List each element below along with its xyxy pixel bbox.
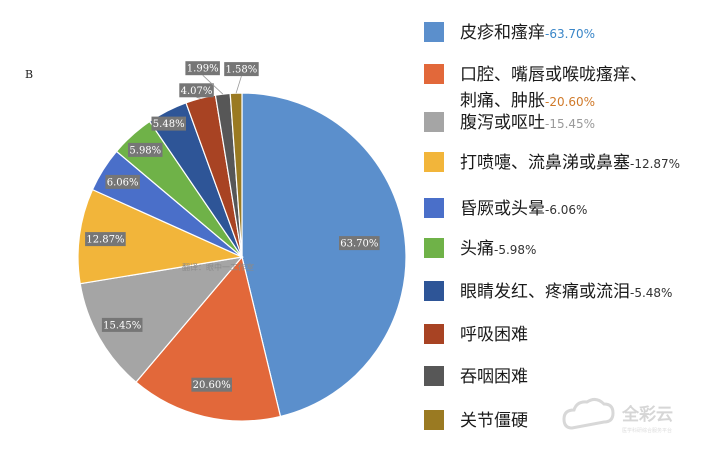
legend-entry: 头痛-5.98% (424, 238, 536, 259)
data-label-box (339, 236, 380, 251)
legend-entry: 口腔、嘴唇或喉咙瘙痒、刺痛、肿胀-20.60% (424, 64, 647, 111)
legend-swatch (424, 366, 444, 386)
brand-watermark: 全彩云 医学科研综合服务平台 (562, 397, 673, 434)
legend-swatch (424, 198, 444, 218)
legend-entry: 眼睛发红、疼痛或流泪-5.48% (424, 281, 672, 302)
pie-slice (77, 188, 245, 285)
legend: 皮疹和瘙痒-63.70% 口腔、嘴唇或喉咙瘙痒、刺痛、肿胀-20.60%腹泻或呕吐… (424, 22, 680, 431)
legend-percent: -6.06% (545, 203, 587, 217)
legend-percent: -15.45% (545, 117, 595, 131)
legend-label: 眼睛发红、疼痛或流泪-5.48% (460, 282, 672, 302)
data-label-text: 6.06% (107, 177, 139, 188)
pie-data-label: 6.06% (105, 174, 140, 189)
pie-data-label: 20.60% (191, 377, 232, 392)
data-label-box (128, 142, 163, 157)
data-label-text: 63.70% (340, 239, 378, 250)
legend-percent: -12.87% (630, 157, 680, 171)
legend-entry: 吞咽困难 (424, 366, 528, 387)
legend-label: 头痛-5.98% (460, 239, 536, 259)
leader-line (196, 96, 201, 99)
data-label-box (101, 317, 143, 332)
legend-entry: 腹泻或呕吐-15.45% (424, 112, 595, 133)
legend-swatch (424, 281, 444, 301)
legend-label: 吞咽困难 (460, 367, 528, 387)
leader-line (235, 75, 242, 94)
pie-slice (229, 92, 243, 258)
pie-data-label: 5.48% (151, 116, 186, 131)
data-label-text: 4.07% (181, 86, 213, 97)
brand-tagline: 医学科研综合服务平台 (622, 427, 672, 434)
pie-data-labels: 63.70% 20.60% 15.45% 12.87% 6.06% 5.98% 5.48% 4… (85, 61, 380, 392)
pie-data-label: 4.07% (179, 83, 214, 98)
legend-swatch (424, 112, 444, 132)
data-label-box (191, 377, 232, 392)
pie-data-label: 15.45% (101, 317, 143, 332)
data-label-text: 20.60% (193, 380, 231, 391)
legend-label: 打喷嚏、流鼻涕或鼻塞-12.87% (460, 153, 680, 173)
legend-percent: -5.48% (630, 286, 672, 300)
legend-label: 皮疹和瘙痒-63.70% (460, 23, 595, 43)
data-label-box (85, 232, 126, 247)
legend-swatch (424, 238, 444, 258)
data-label-text: 15.45% (103, 320, 141, 331)
data-label-text: 5.98% (129, 145, 161, 156)
legend-swatch (424, 22, 444, 42)
data-label-text: 12.87% (86, 235, 124, 246)
data-label-text: 5.48% (153, 119, 185, 130)
data-label-box (105, 174, 140, 189)
pie-data-label: 5.98% (128, 142, 163, 157)
legend-entry: 昏厥或头晕-6.06% (424, 198, 587, 219)
legend-label: 呼吸困难 (460, 325, 528, 345)
legend-swatch (424, 64, 444, 84)
data-label-box (224, 62, 259, 77)
legend-label: 口腔、嘴唇或喉咙瘙痒、 (460, 65, 647, 85)
pie-data-label: 1.58% (224, 62, 259, 77)
pie-slices (77, 92, 407, 422)
legend-percent: -20.60% (545, 95, 595, 109)
data-label-box (185, 61, 220, 76)
panel-letter: B (25, 68, 33, 81)
data-label-text: 1.58% (226, 65, 258, 76)
legend-swatch (424, 410, 444, 430)
data-label-box (179, 83, 214, 98)
translation-watermark: 翻译：眼中一工作室 (182, 262, 254, 272)
legend-percent: -63.70% (545, 27, 595, 41)
data-label-box (151, 116, 186, 131)
pie-slice (241, 92, 407, 418)
pie-data-label: 1.99% (185, 61, 220, 76)
brand-name: 全彩云 (621, 404, 673, 425)
pie-data-label: 12.87% (85, 232, 126, 247)
pie-data-label: 63.70% (339, 236, 380, 251)
legend-swatch (424, 324, 444, 344)
legend-entry: 皮疹和瘙痒-63.70% (424, 22, 595, 43)
legend-label: 昏厥或头晕-6.06% (460, 199, 587, 219)
legend-label: 刺痛、肿胀-20.60% (460, 91, 595, 111)
data-label-text: 1.99% (187, 64, 219, 75)
leader-line (202, 74, 224, 95)
legend-entry: 呼吸困难 (424, 324, 528, 345)
legend-entry: 打喷嚏、流鼻涕或鼻塞-12.87% (424, 152, 680, 173)
legend-label: 腹泻或呕吐-15.45% (460, 113, 595, 133)
pie-slice (79, 256, 244, 383)
legend-swatch (424, 152, 444, 172)
legend-label: 关节僵硬 (460, 411, 528, 431)
legend-entry: 关节僵硬 (424, 410, 528, 431)
pie-slice (135, 255, 282, 422)
cloud-logo-icon (562, 397, 615, 430)
legend-percent: -5.98% (494, 243, 536, 257)
